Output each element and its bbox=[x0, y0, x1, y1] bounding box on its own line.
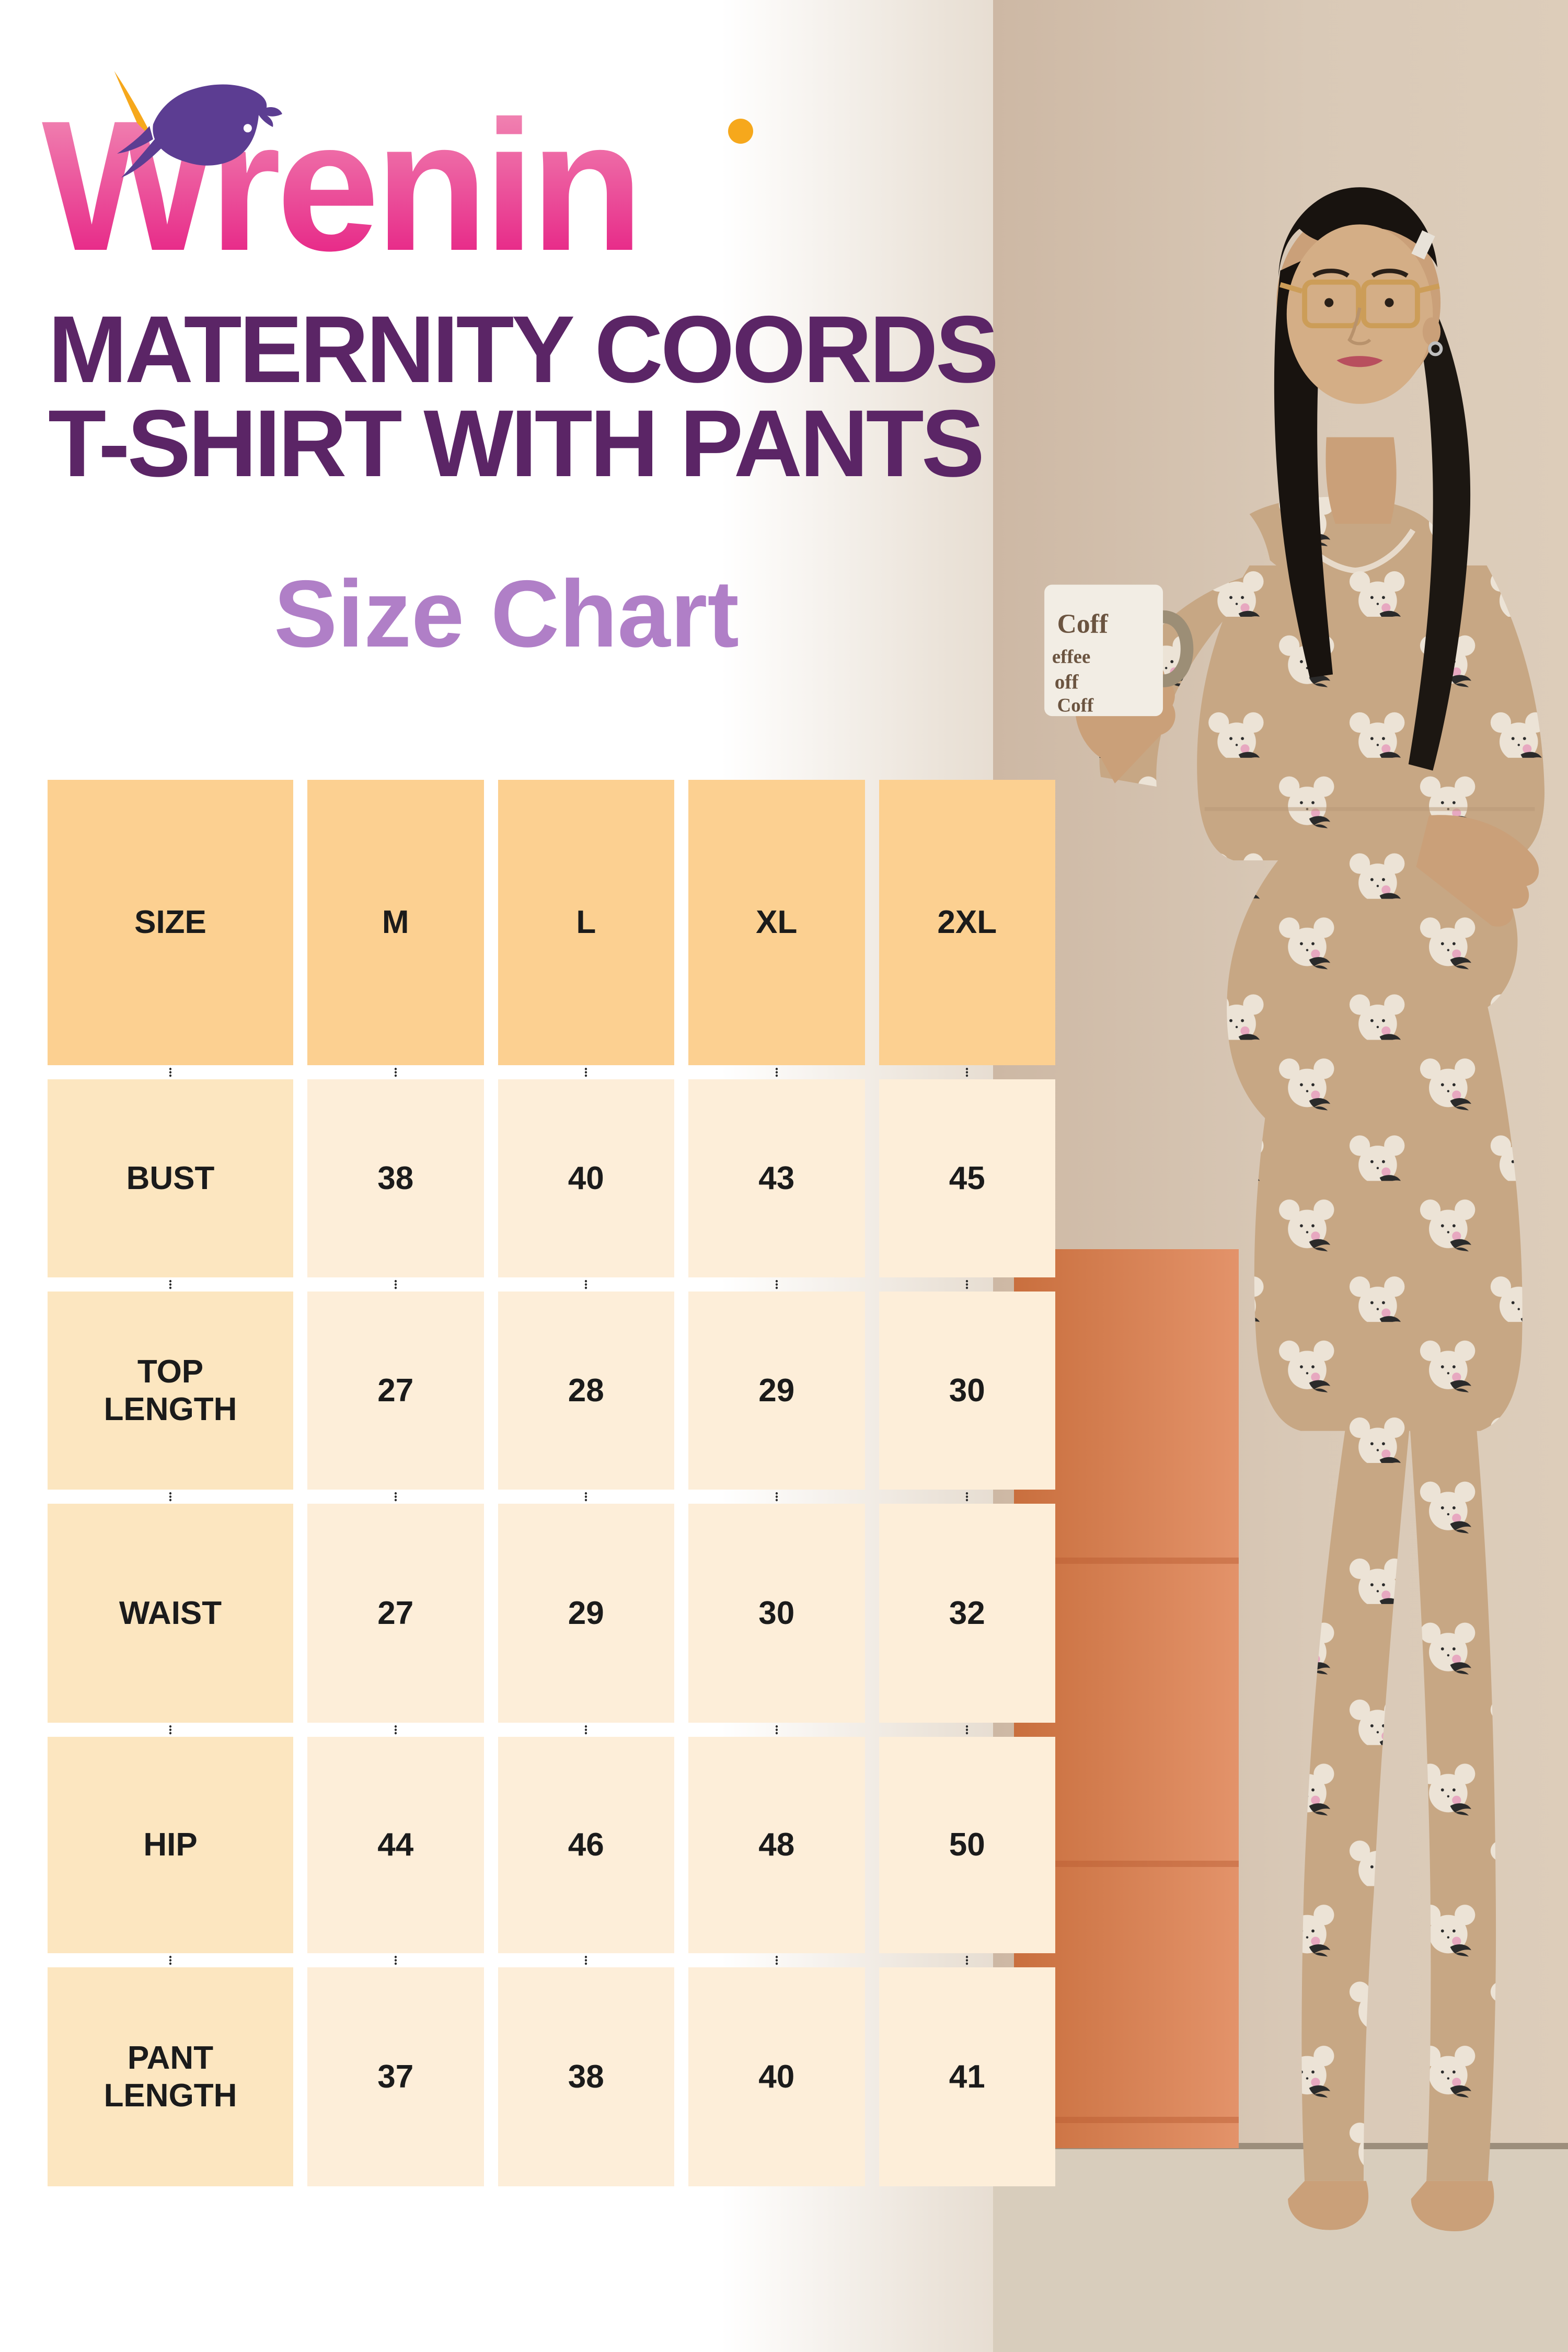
svg-text:Wrenin: Wrenin bbox=[42, 83, 639, 290]
svg-text:effee: effee bbox=[1052, 645, 1090, 667]
svg-text:Coff: Coff bbox=[1057, 609, 1109, 639]
svg-text:Coff: Coff bbox=[1057, 695, 1094, 716]
svg-text:off: off bbox=[1055, 671, 1079, 693]
